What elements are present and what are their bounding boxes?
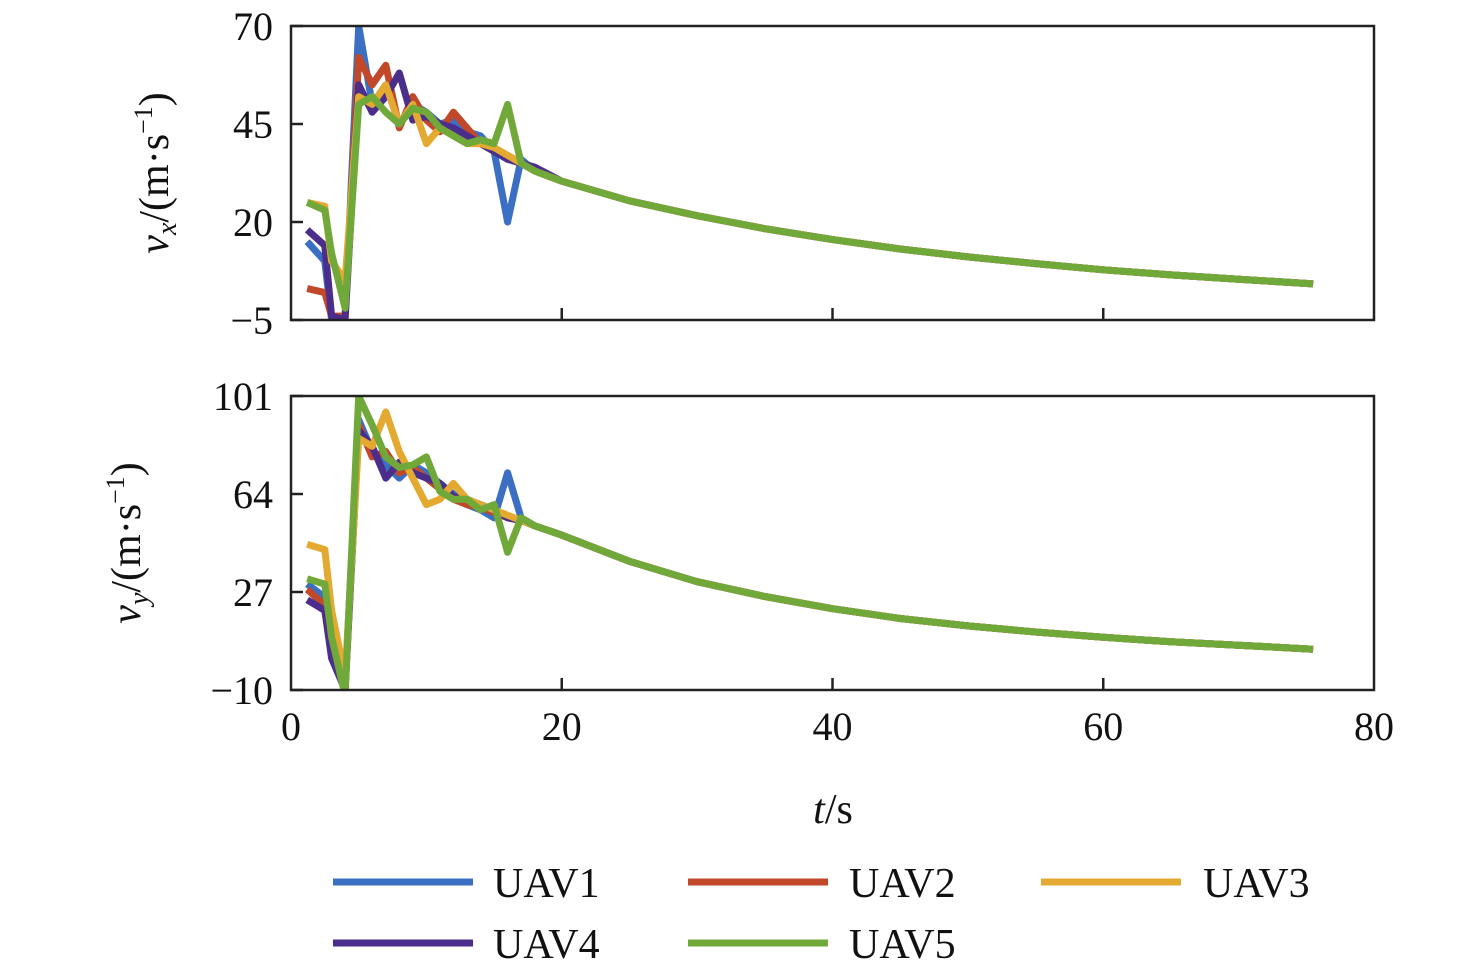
y-tick-label: 27 [233, 570, 273, 615]
y-tick-label: −5 [230, 298, 273, 343]
y-tick-label: 45 [233, 102, 273, 147]
vy-series-uav2 [304, 421, 1314, 690]
vy-plot-area [304, 396, 1314, 690]
vy-ticks: 101 64 27 −100 20 40 60 80 [210, 374, 1394, 749]
legend-item-uav2: UAV2 [688, 861, 956, 907]
legend-item-uav1: UAV1 [333, 861, 600, 907]
x-tick-label: 0 [281, 704, 301, 749]
vy-axis-label: vy/(m·s−1) [101, 462, 155, 623]
y-tick-label: 101 [213, 374, 273, 419]
legend-label-uav4: UAV4 [493, 922, 600, 968]
vx-axis-label: vx/(m·s−1) [129, 92, 183, 253]
y-tick-label: 20 [233, 200, 273, 245]
legend-item-uav5: UAV5 [688, 922, 956, 968]
vy-series-uav1 [305, 416, 1314, 689]
vy-series-uav3 [306, 408, 1314, 681]
y-tick-label: 70 [233, 4, 273, 49]
legend-item-uav4: UAV4 [333, 922, 600, 968]
vx-ticks: 70 45 20 −5 [230, 4, 1105, 343]
x-tick-label: 60 [1083, 704, 1123, 749]
legend: UAV1 UAV2 UAV3 UAV4 UAV5 [333, 861, 1310, 968]
y-tick-label: −10 [210, 668, 273, 713]
vy-panel: 101 64 27 −100 20 40 60 80 vy/(m·s−1) [101, 374, 1394, 749]
x-tick-label: 40 [813, 704, 853, 749]
legend-label-uav3: UAV3 [1203, 861, 1310, 907]
legend-label-uav5: UAV5 [849, 922, 956, 968]
vx-panel: 70 45 20 −5 vx/(m·s−1) [129, 4, 1376, 343]
x-tick-label: 20 [542, 704, 582, 749]
vy-series-uav4 [305, 426, 1314, 690]
vx-plot-area [304, 26, 1314, 320]
legend-item-uav3: UAV3 [1041, 861, 1310, 907]
x-tick-label: 80 [1354, 704, 1394, 749]
y-tick-label: 64 [233, 472, 273, 517]
vy-series-uav5 [306, 396, 1314, 690]
x-axis-label: t/s [813, 787, 853, 833]
vx-series-uav5 [305, 93, 1314, 312]
legend-label-uav1: UAV1 [493, 861, 600, 907]
vx-series-uav4 [304, 69, 1314, 320]
legend-label-uav2: UAV2 [849, 861, 956, 907]
